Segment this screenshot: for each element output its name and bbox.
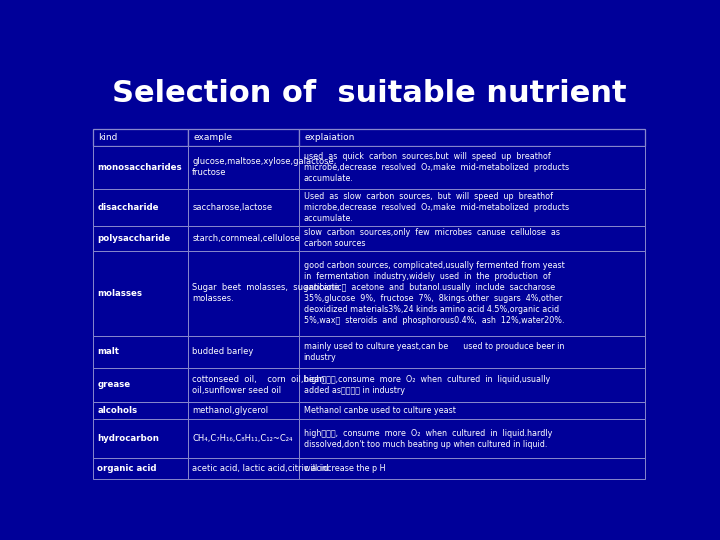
Bar (188, 368, 300, 402)
Text: good carbon sources, complicated,usually fermented from yeast
in  fermentation  : good carbon sources, complicated,usually… (304, 261, 564, 326)
Text: saccharose,lactose: saccharose,lactose (192, 202, 272, 212)
Text: Methanol canbe used to culture yeast: Methanol canbe used to culture yeast (304, 406, 456, 415)
Bar (93, 251, 188, 335)
Text: polysaccharide: polysaccharide (97, 234, 171, 243)
Text: disaccharide: disaccharide (97, 202, 158, 212)
Bar (300, 251, 645, 335)
Text: budded barley: budded barley (192, 347, 253, 356)
Bar (93, 226, 188, 251)
Bar (300, 335, 645, 368)
Bar (300, 402, 645, 420)
Bar (300, 420, 645, 458)
Text: Selection of  suitable nutrient: Selection of suitable nutrient (112, 79, 626, 109)
Text: high营养值,  consume  more  O₂  when  cultured  in  liquid.hardly
dissolved,don't t: high营养值, consume more O₂ when cultured i… (304, 429, 552, 449)
Bar (93, 368, 188, 402)
Text: hydrocarbon: hydrocarbon (97, 434, 159, 443)
Text: starch,cornmeal,cellulose: starch,cornmeal,cellulose (192, 234, 300, 243)
Text: malt: malt (97, 347, 120, 356)
Text: molasses: molasses (97, 289, 143, 298)
Bar (93, 335, 188, 368)
Bar (300, 226, 645, 251)
Text: Used  as  slow  carbon  sources,  but  will  speed  up  breathof
microbe,decreas: Used as slow carbon sources, but will sp… (304, 192, 569, 223)
Bar (93, 129, 188, 146)
Bar (188, 226, 300, 251)
Bar (93, 458, 188, 478)
Text: monosaccharides: monosaccharides (97, 163, 182, 172)
Text: used  as  quick  carbon  sources,but  will  speed  up  breathof
microbe,decrease: used as quick carbon sources,but will sp… (304, 152, 569, 183)
Text: CH₄,C₇H₁₆,C₈H₁₁,C₁₂~C₂₄: CH₄,C₇H₁₆,C₈H₁₁,C₁₂~C₂₄ (192, 434, 292, 443)
Text: grease: grease (97, 380, 130, 389)
Text: example: example (193, 133, 233, 142)
Bar (93, 420, 188, 458)
Bar (188, 420, 300, 458)
Bar (300, 146, 645, 188)
Bar (188, 129, 300, 146)
Bar (188, 402, 300, 420)
Bar (188, 458, 300, 478)
Text: methanol,glycerol: methanol,glycerol (192, 406, 269, 415)
Bar (300, 129, 645, 146)
Bar (188, 146, 300, 188)
Bar (93, 146, 188, 188)
Text: slow  carbon  sources,only  few  microbes  canuse  cellulose  as
carbon sources: slow carbon sources,only few microbes ca… (304, 228, 559, 248)
Text: glucose,maltose,xylose,galactose,
fructose: glucose,maltose,xylose,galactose, fructo… (192, 157, 336, 178)
Text: acetic acid, lactic acid,citric acid: acetic acid, lactic acid,citric acid (192, 464, 329, 473)
Bar (93, 402, 188, 420)
Text: mainly used to culture yeast,can be      used to prouduce beer in
industry: mainly used to culture yeast,can be used… (304, 342, 564, 362)
Bar (188, 335, 300, 368)
Bar (188, 188, 300, 226)
Bar (93, 188, 188, 226)
Text: kind: kind (99, 133, 118, 142)
Text: alcohols: alcohols (97, 406, 138, 415)
Text: high营养值,consume  more  O₂  when  cultured  in  liquid,usually
added as补充剂割 in in: high营养值,consume more O₂ when cultured in… (304, 375, 550, 395)
Text: Sugar  beet  molasses,  sugancane
molasses.: Sugar beet molasses, sugancane molasses. (192, 283, 339, 303)
Text: organic acid: organic acid (97, 464, 157, 473)
Text: explaiation: explaiation (305, 133, 355, 142)
Text: cottonseed  oil,    corn  oil,bean
oil,sunflower seed oil: cottonseed oil, corn oil,bean oil,sunflo… (192, 375, 325, 395)
Bar (300, 458, 645, 478)
Bar (188, 251, 300, 335)
Bar (300, 368, 645, 402)
Text: will increase the p H: will increase the p H (304, 464, 385, 473)
Bar (300, 188, 645, 226)
